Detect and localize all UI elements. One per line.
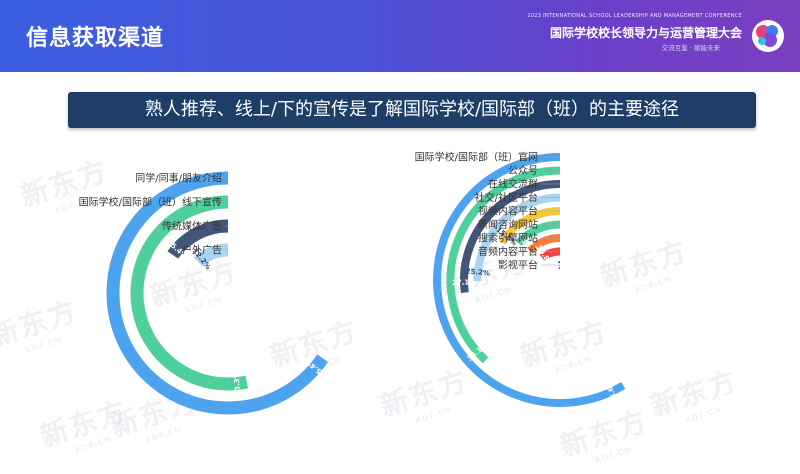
chart1-category-label-0: 同学/同事/朋友介绍	[135, 172, 222, 185]
chart1-category-label-2: 传统媒体广告	[162, 220, 222, 233]
chart2-category-label-7: 音频内容平台	[478, 245, 538, 258]
chart2-value-label-3: 25.2%	[465, 267, 490, 277]
chart-info-channels-offline: 同学/同事/朋友介绍65.4%国际学校/国际部（班）线下宣传53.3%传统媒体广…	[79, 172, 328, 409]
chart2-category-label-2: 在线交流群	[488, 178, 538, 191]
chart2-value-label-8: 1.6%	[555, 255, 564, 275]
chart1-category-label-1: 国际学校/国际部（班）线下宣传	[79, 196, 222, 209]
chart2-value-label-2: 27.1%	[452, 278, 477, 287]
chart2-category-label-3: 社交/社区平台	[475, 191, 538, 204]
chart2-category-label-1: 公众号	[508, 165, 538, 177]
chart2-category-label-8: 影视平台	[498, 259, 538, 272]
charts-canvas: 同学/同事/朋友介绍65.4%国际学校/国际部（班）线下宣传53.3%传统媒体广…	[0, 0, 800, 450]
chart1-arc-0	[113, 178, 323, 408]
chart2-category-label-4: 视频内容平台	[478, 205, 538, 218]
chart2-category-label-5: 新闻咨询网站	[478, 218, 538, 231]
chart-info-channels-online: 国际学校/国际部（班）官网58.6%公众号38.1%在线交流群27.1%社交/社…	[415, 151, 624, 405]
chart1-value-label-1: 53.3%	[232, 371, 242, 396]
chart2-category-label-0: 国际学校/国际部（班）官网	[415, 151, 538, 164]
